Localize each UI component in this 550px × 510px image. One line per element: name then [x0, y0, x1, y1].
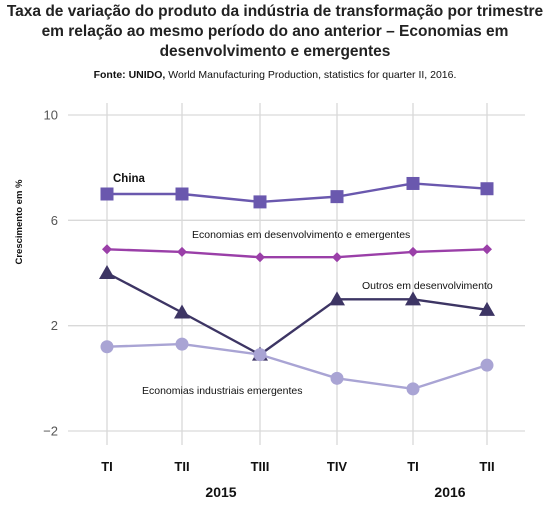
chart-title-line-1: Taxa de variação do produto da indústria… [6, 3, 544, 20]
y-tick-label: 6 [51, 213, 58, 228]
data-point-square [253, 195, 267, 209]
y-tick-label: 2 [51, 318, 58, 333]
y-axis-title: Crescimento em % [14, 179, 25, 265]
data-point-circle [406, 382, 420, 396]
data-point-diamond [102, 244, 112, 255]
axis-labels: 10 6 2 −2 TI TII TIII TIV TI TII 2015 2016 Crescimen… [14, 108, 495, 501]
data-point-circle [253, 348, 267, 362]
data-point-diamond [408, 246, 418, 257]
data-point-diamond [482, 244, 492, 255]
data-point-circle [330, 371, 344, 385]
x-tick-label: TI [407, 459, 419, 474]
y-tick-label: −2 [43, 424, 58, 439]
x-tick-label: TI [101, 459, 113, 474]
source-note: Fonte: UNIDO, World Manufacturing Produc… [0, 69, 550, 81]
series-label: Outros em desenvolvimento [362, 280, 493, 292]
data-point-triangle [479, 301, 495, 316]
series-line [107, 182, 488, 204]
data-point-triangle [99, 265, 115, 279]
data-point-circle [175, 337, 189, 351]
series-line [106, 271, 488, 356]
year-label: 2015 [205, 484, 236, 500]
data-point-square [330, 190, 344, 204]
y-tick-label: 10 [44, 108, 58, 123]
x-tick-label: TII [174, 459, 189, 474]
data-point-triangle [405, 291, 421, 306]
series-line [106, 248, 488, 259]
series-layer: China Economias em desenvolvimento e emer… [99, 173, 495, 397]
source-text: World Manufacturing Production, statisti… [165, 69, 457, 81]
year-label: 2016 [434, 484, 465, 500]
chart-title-line-2: em relação ao mesmo período do ano anter… [41, 23, 509, 40]
data-point-square [406, 176, 420, 190]
data-point-circle [100, 340, 114, 354]
x-tick-label: TIV [327, 459, 348, 474]
data-point-diamond [177, 246, 187, 257]
data-point-triangle [329, 291, 345, 306]
series-label: Economias industriais emergentes [142, 385, 303, 397]
series-label: China [113, 173, 146, 185]
series-label: Economias em desenvolvimento e emergente… [192, 229, 410, 241]
chart-title-line-3: desenvolvimento e emergentes [159, 43, 391, 60]
data-point-diamond [332, 252, 342, 263]
data-point-square [175, 187, 189, 201]
series-line [106, 342, 488, 391]
data-point-square [480, 182, 494, 196]
data-point-square [100, 187, 114, 201]
chart-title: Taxa de variação do produto da indústria… [0, 2, 550, 62]
data-point-circle [480, 358, 494, 372]
data-point-triangle [174, 304, 190, 319]
x-tick-label: TIII [251, 459, 270, 474]
x-tick-label: TII [479, 459, 494, 474]
source-label: Fonte: UNIDO, [93, 69, 166, 81]
data-point-diamond [255, 252, 265, 263]
